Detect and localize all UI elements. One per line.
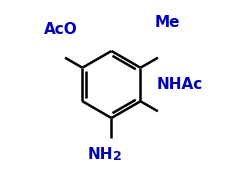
Text: Me: Me bbox=[155, 15, 181, 30]
Text: NH: NH bbox=[88, 147, 113, 162]
Text: NHAc: NHAc bbox=[157, 77, 203, 92]
Text: 2: 2 bbox=[113, 150, 122, 163]
Text: AcO: AcO bbox=[44, 22, 78, 37]
